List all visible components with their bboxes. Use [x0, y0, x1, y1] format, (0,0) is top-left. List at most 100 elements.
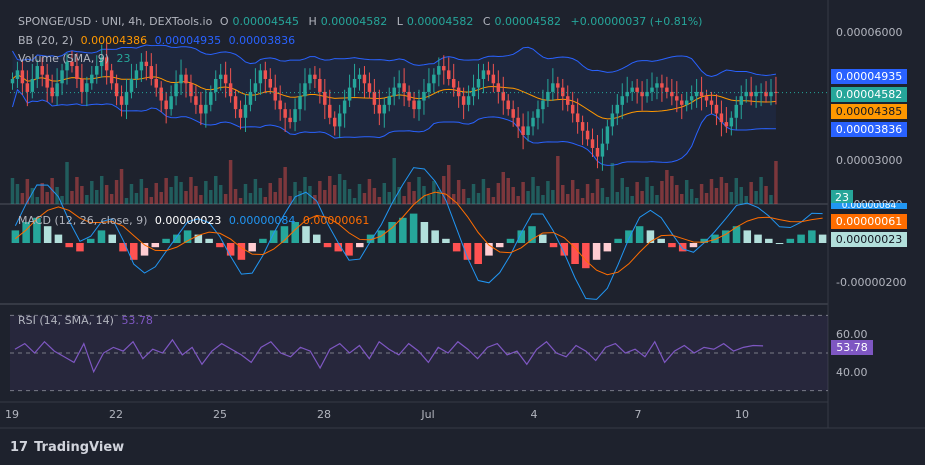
- candle-body: [387, 96, 391, 105]
- candle-body: [35, 66, 40, 79]
- volume-bar: [258, 188, 263, 204]
- volume-bar: [640, 191, 644, 204]
- candle-body: [30, 78, 35, 92]
- candle-body: [402, 83, 406, 92]
- volume-bar: [85, 195, 89, 204]
- candle-body: [169, 96, 173, 110]
- macd-histogram-bar: [700, 238, 708, 243]
- macd-histogram-bar: [711, 234, 719, 243]
- low-value: 0.00004582: [406, 15, 474, 28]
- candle-body: [585, 130, 590, 140]
- candle-body: [194, 96, 198, 105]
- open-label: O: [219, 15, 229, 28]
- volume-bar: [481, 179, 486, 204]
- volume-bar: [30, 188, 35, 204]
- candle-body: [551, 83, 555, 92]
- candle-body: [516, 117, 520, 127]
- volume-bar: [238, 198, 243, 204]
- macd-histogram-bar: [22, 222, 30, 243]
- volume-bar: [536, 186, 540, 204]
- volume-bar: [412, 191, 416, 204]
- macd-legend-name: MACD (12, 26, close, 9): [18, 214, 148, 227]
- volume-bar: [204, 181, 208, 204]
- volume-bar: [680, 194, 684, 204]
- candle-body: [119, 96, 124, 105]
- macd-histogram-bar: [43, 226, 52, 243]
- volume-legend: Volume (SMA, 9) 23: [18, 52, 134, 65]
- candle-body: [342, 100, 347, 114]
- macd-histogram-bar: [269, 230, 278, 243]
- candle-body: [50, 87, 54, 97]
- candle-body: [774, 91, 778, 93]
- volume-bar: [734, 178, 739, 204]
- candle-body: [536, 109, 540, 118]
- candle-body: [417, 100, 421, 110]
- candle-body: [764, 91, 768, 97]
- volume-bar: [402, 196, 406, 204]
- rsi-legend-value: 53.78: [121, 314, 153, 327]
- macd-histogram-bar: [625, 230, 633, 243]
- macd-histogram-bar: [808, 230, 816, 243]
- macd-histogram-bar: [517, 230, 526, 243]
- bb-basis-value: 0.00004386: [80, 34, 148, 47]
- candle-body: [496, 83, 501, 92]
- macd-histogram-bar: [86, 238, 95, 243]
- volume-bar: [45, 192, 49, 204]
- candle-body: [694, 91, 699, 97]
- candle-body: [729, 117, 734, 127]
- volume-bar: [60, 196, 64, 204]
- volume-bar: [20, 193, 25, 204]
- candle-body: [655, 83, 659, 88]
- macd-histogram-bar: [312, 234, 321, 243]
- volume-bar: [194, 186, 198, 204]
- candle-body: [218, 74, 223, 79]
- candle-body: [99, 57, 104, 67]
- volume-bar: [605, 197, 610, 204]
- volume-bar: [377, 197, 382, 204]
- macd-histogram-bar: [571, 243, 579, 264]
- tradingview-logo[interactable]: 17 TradingView: [10, 440, 124, 455]
- candle-body: [139, 61, 144, 71]
- candle-body: [75, 66, 79, 79]
- volume-bar: [694, 198, 699, 204]
- volume-bar: [109, 194, 114, 204]
- volume-bar: [70, 191, 74, 204]
- volume-bar: [749, 182, 753, 204]
- volume-bar: [362, 193, 367, 204]
- candle-body: [620, 96, 624, 105]
- candle-body: [109, 70, 114, 84]
- price-axis-tick: 0.00003000: [836, 154, 902, 167]
- candle-body: [645, 91, 649, 97]
- candle-body: [85, 83, 89, 92]
- candle-body: [580, 122, 585, 131]
- volume-bar: [451, 194, 456, 204]
- volume-bar: [620, 178, 624, 204]
- macd-histogram-bar: [495, 243, 504, 248]
- candle-body: [511, 109, 515, 118]
- candle-body: [362, 74, 367, 84]
- macd-histogram-bar: [603, 243, 612, 252]
- candle-body: [754, 91, 758, 97]
- candle-body: [541, 100, 545, 110]
- volume-bar: [704, 193, 709, 204]
- candle-body: [451, 78, 456, 88]
- volume-bar: [511, 187, 515, 204]
- volume-bar: [754, 191, 758, 204]
- macd-histogram-bar: [560, 243, 569, 256]
- volume-bar: [699, 184, 704, 204]
- macd-histogram-bar: [754, 234, 762, 243]
- volume-bar: [739, 187, 743, 204]
- volume-bar: [303, 177, 307, 204]
- candle-body: [407, 91, 411, 101]
- macd-histogram-bar: [442, 238, 450, 243]
- volume-bar: [476, 193, 481, 204]
- rsi-axis-tick: 40.00: [836, 366, 868, 379]
- candle-body: [308, 74, 312, 84]
- volume-bar: [90, 181, 94, 204]
- macd-histogram-bar: [786, 238, 795, 243]
- macd-histogram-bar: [657, 238, 665, 243]
- macd-histogram-bar: [765, 238, 773, 243]
- macd-histogram-bar: [646, 230, 655, 243]
- x-axis-tick: 28: [317, 408, 331, 421]
